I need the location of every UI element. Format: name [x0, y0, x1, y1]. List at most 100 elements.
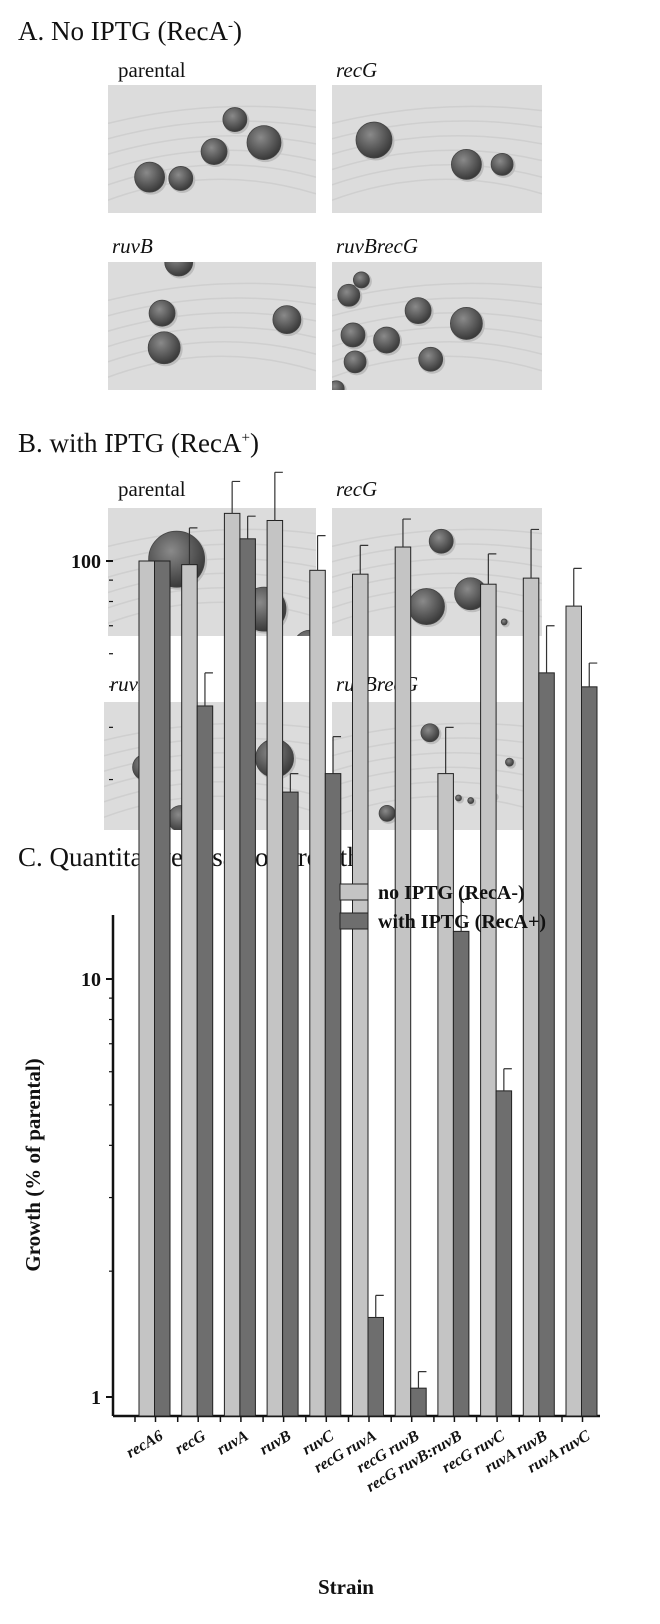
legend-swatch: [339, 883, 369, 901]
x-tick-label: ruvB: [257, 1427, 294, 1458]
bar-with-iptg: [452, 930, 470, 1417]
bar-with-iptg: [410, 1387, 427, 1417]
section-a-superscript: -: [227, 18, 233, 34]
error-bar: [445, 726, 454, 774]
bar-no-iptg: [480, 583, 497, 1417]
section-b-title: B. with IPTG (RecA+): [18, 428, 259, 459]
colony: [467, 797, 475, 804]
bar-no-iptg: [565, 605, 582, 1417]
panel-a4-label: ruvBrecG: [336, 234, 419, 258]
error-bar: [460, 898, 470, 932]
error-bar: [530, 528, 540, 579]
bar-no-iptg: [223, 512, 241, 1417]
error-bar: [417, 1371, 427, 1389]
plate-image-a-ruvb: [108, 262, 316, 390]
x-tick-label: recG: [173, 1427, 210, 1458]
error-bar: [503, 1068, 512, 1091]
colony: [373, 326, 400, 354]
colony: [272, 305, 302, 334]
legend-label: no IPTG (RecA-): [378, 882, 525, 904]
colony: [134, 161, 165, 193]
colony: [147, 331, 181, 365]
bar-no-iptg: [352, 573, 369, 1417]
colony: [246, 125, 282, 160]
colony: [500, 618, 508, 626]
colony: [455, 794, 462, 802]
section-a-title-end: ): [232, 16, 242, 46]
error-bar: [332, 736, 342, 774]
colony: [450, 148, 482, 180]
plate-image-a-ruvbrecg: [332, 262, 542, 390]
bar-no-iptg: [266, 519, 284, 1417]
error-bar: [204, 672, 213, 706]
error-bar: [359, 544, 369, 575]
section-a-title: A. No IPTG (RecA-): [18, 16, 242, 47]
x-tick-label: recA6: [124, 1427, 166, 1461]
colony: [332, 380, 345, 390]
bar-with-iptg: [538, 672, 555, 1417]
error-bar: [274, 471, 283, 521]
colony: [337, 283, 361, 307]
colony: [449, 307, 483, 340]
colony: [200, 138, 228, 165]
y-tick-label: 1: [91, 1387, 101, 1409]
section-b-title-end: ): [249, 428, 259, 458]
colony: [505, 757, 514, 767]
error-bar: [545, 625, 555, 673]
error-bar: [247, 515, 256, 539]
error-bar: [231, 480, 241, 514]
colony: [490, 152, 514, 176]
colony: [343, 350, 367, 374]
colony: [404, 297, 432, 325]
plate-image-a-parental: [108, 85, 316, 213]
error-bar: [588, 662, 598, 687]
colony: [340, 322, 366, 348]
panel-a2-label: recG: [336, 58, 378, 82]
bar-with-iptg: [581, 686, 598, 1417]
bar-with-iptg: [282, 791, 299, 1417]
colony: [428, 528, 454, 554]
y-tick-label: 100: [71, 551, 101, 573]
section-b-superscript: +: [241, 430, 250, 446]
colony: [418, 346, 444, 372]
y-axis-label: Growth (% of parental): [21, 1058, 45, 1271]
bar-no-iptg: [394, 546, 412, 1417]
colony: [352, 271, 370, 289]
panel-b1-label: parental: [118, 477, 186, 501]
bar-with-iptg: [495, 1090, 513, 1417]
bar-no-iptg: [522, 577, 540, 1417]
legend-label: with IPTG (RecA+): [378, 911, 546, 933]
bar-with-iptg: [239, 538, 256, 1417]
colony: [355, 121, 393, 159]
error-bar: [375, 1294, 384, 1318]
colony: [420, 723, 440, 743]
bar-with-iptg: [196, 705, 214, 1417]
colony: [164, 262, 194, 277]
section-a-title-text: A. No IPTG (RecA: [18, 16, 228, 46]
bar-no-iptg: [138, 560, 155, 1417]
error-bar: [402, 518, 411, 548]
bar-with-iptg: [154, 560, 171, 1417]
error-bar: [188, 527, 198, 565]
bar-no-iptg: [309, 569, 326, 1417]
bar-with-iptg: [324, 773, 342, 1417]
bar-with-iptg: [367, 1316, 384, 1417]
bar-no-iptg: [181, 564, 198, 1417]
error-bar: [316, 535, 326, 571]
panel-b2-label: recG: [336, 477, 378, 501]
error-bar: [487, 553, 497, 585]
error-bar: [573, 567, 582, 607]
colony: [148, 299, 176, 327]
panel-a1-label: parental: [118, 58, 186, 82]
bar-no-iptg: [437, 773, 454, 1417]
panel-a3-label: ruvB: [112, 234, 153, 258]
plate-image-a-recg: [332, 85, 542, 213]
colony: [168, 166, 194, 191]
error-bar: [289, 773, 299, 793]
y-tick-label: 10: [81, 969, 101, 991]
legend-swatch: [339, 912, 369, 930]
section-b-title-text: B. with IPTG (RecA: [18, 428, 242, 458]
colony: [222, 107, 248, 132]
x-axis-label: Strain: [318, 1575, 374, 1599]
